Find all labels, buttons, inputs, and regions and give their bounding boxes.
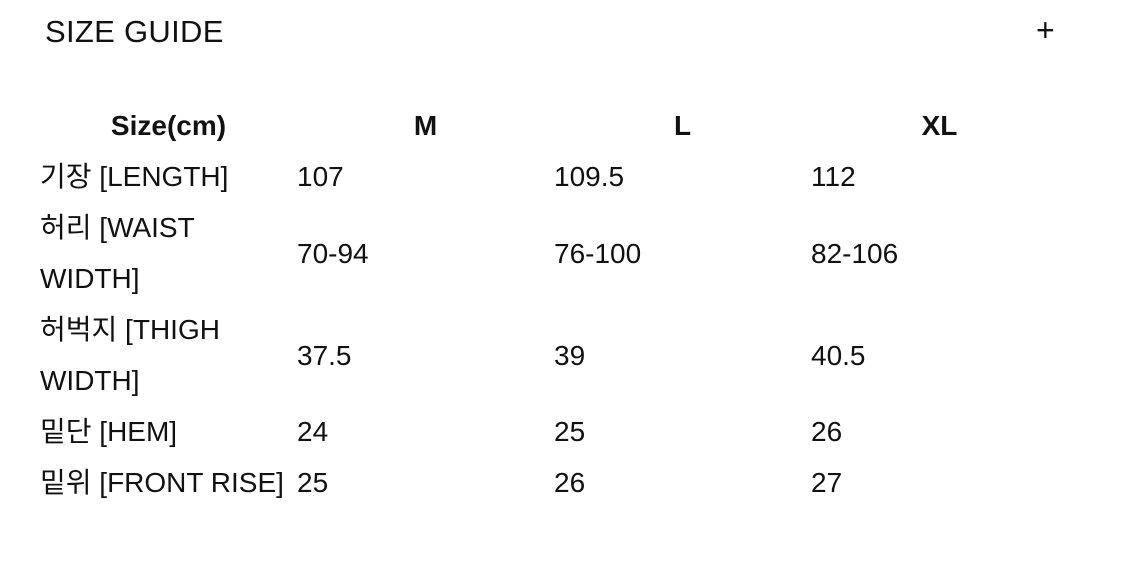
table-row: 기장 [LENGTH] 107 109.5 112 [40, 151, 1068, 202]
size-value: 107 [297, 161, 344, 192]
size-value: 25 [297, 467, 329, 498]
size-value: 76-100 [554, 237, 642, 269]
column-header: M [413, 109, 438, 141]
size-value: 27 [811, 467, 843, 498]
row-label: 밑단 [HEM] [40, 416, 178, 447]
table-row: 허리 [WAIST WIDTH] 70-94 76-100 82-106 [40, 202, 1068, 304]
row-label: 허벅지 [THIGH WIDTH] [40, 314, 220, 396]
table-header-row: Size(cm) M L XL [40, 100, 1068, 151]
column-header: L [673, 109, 692, 141]
size-value: 24 [297, 416, 329, 447]
size-table: Size(cm) M L XL 기장 [LENGTH] 107 109.5 112 허리… [40, 100, 1068, 508]
row-label: 허리 [WAIST WIDTH] [40, 212, 195, 294]
expand-plus-icon[interactable]: + [1036, 12, 1055, 48]
size-value: 109.5 [554, 161, 625, 192]
column-header: XL [921, 109, 958, 141]
size-value: 26 [554, 467, 586, 498]
size-value: 70-94 [297, 237, 369, 269]
table-row: 밑위 [FRONT RISE] 25 26 27 [40, 457, 1068, 508]
size-value: 25 [554, 416, 586, 447]
size-value: 40.5 [811, 339, 866, 371]
size-guide-title: SIZE GUIDE [45, 14, 224, 49]
size-value: 82-106 [811, 237, 899, 269]
row-label: 밑위 [FRONT RISE] [40, 467, 284, 498]
table-row: 허벅지 [THIGH WIDTH] 37.5 39 40.5 [40, 304, 1068, 406]
size-value: 39 [554, 339, 586, 371]
size-value: 112 [811, 161, 856, 192]
table-row: 밑단 [HEM] 24 25 26 [40, 406, 1068, 457]
size-value: 26 [811, 416, 843, 447]
size-value: 37.5 [297, 339, 352, 371]
row-label: 기장 [LENGTH] [40, 161, 229, 192]
column-header: Size(cm) [110, 109, 227, 141]
